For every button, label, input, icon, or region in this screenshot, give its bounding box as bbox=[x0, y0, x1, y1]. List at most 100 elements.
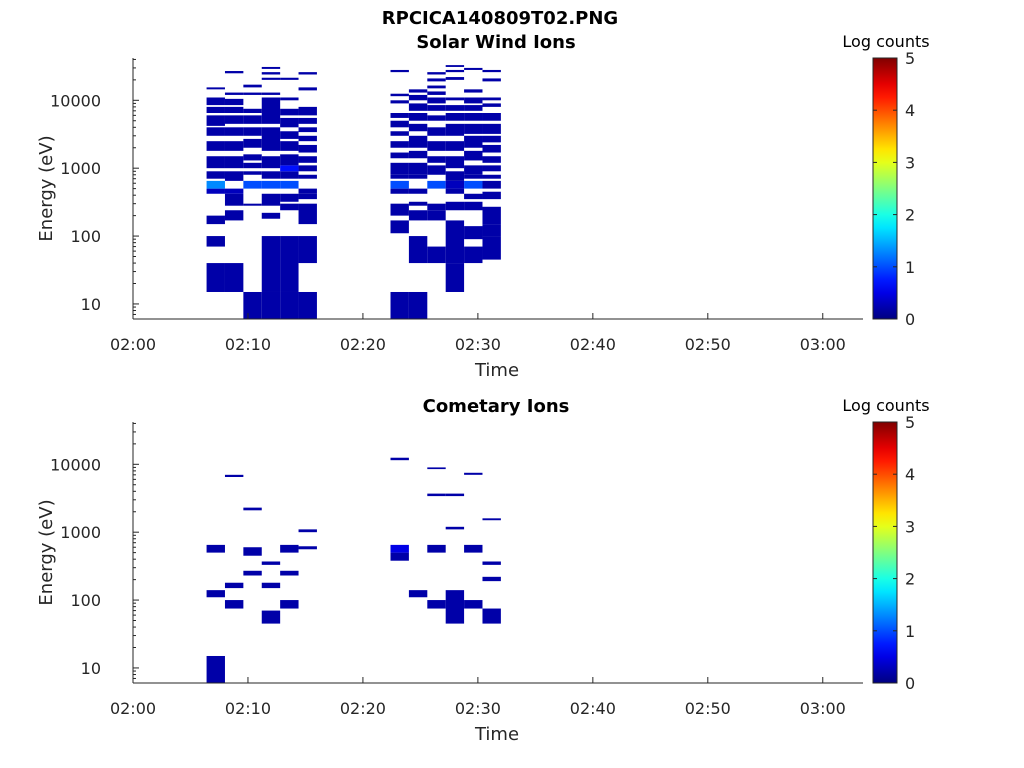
heatmap-cell bbox=[482, 518, 501, 521]
heatmap-cell bbox=[280, 600, 299, 609]
heatmap-cell bbox=[445, 201, 465, 211]
heatmap-cells bbox=[206, 457, 501, 683]
heatmap-cell bbox=[464, 544, 483, 553]
heatmap-cell bbox=[408, 123, 428, 132]
heatmap-cell bbox=[298, 291, 317, 319]
heatmap-cell bbox=[224, 141, 244, 151]
y-tick-label: 1000 bbox=[60, 523, 101, 542]
heatmap-cell bbox=[298, 174, 317, 179]
colorbar-tick-label: 5 bbox=[905, 49, 915, 68]
heatmap-cell bbox=[482, 113, 501, 121]
heatmap-cell bbox=[298, 529, 317, 533]
heatmap-cell bbox=[390, 120, 409, 128]
heatmap-cell bbox=[464, 226, 483, 240]
heatmap-cell bbox=[224, 115, 244, 124]
heatmap-cell bbox=[390, 152, 409, 159]
x-axis-label: Time bbox=[474, 360, 519, 381]
heatmap-cell bbox=[298, 106, 317, 116]
heatmap-cell bbox=[390, 100, 409, 104]
heatmap-cell bbox=[408, 291, 428, 319]
heatmap-cell bbox=[464, 105, 483, 111]
x-tick-label: 02:10 bbox=[225, 699, 271, 718]
heatmap-cell bbox=[427, 600, 446, 609]
heatmap-cell bbox=[482, 174, 501, 179]
heatmap-cell bbox=[280, 154, 299, 166]
heatmap-cell bbox=[298, 193, 317, 200]
colorbar-tick-label: 0 bbox=[905, 674, 915, 693]
heatmap-cell bbox=[408, 210, 428, 221]
heatmap-cell bbox=[261, 156, 281, 169]
heatmap-cell bbox=[482, 224, 501, 237]
heatmap-cell bbox=[280, 180, 299, 189]
heatmap-cell bbox=[224, 106, 244, 114]
colorbar-tick-label: 1 bbox=[905, 258, 915, 277]
heatmap-cell bbox=[243, 162, 262, 169]
heatmap-cell bbox=[243, 203, 262, 206]
heatmap-cell bbox=[390, 552, 409, 561]
colorbar-tick-label: 4 bbox=[905, 465, 915, 484]
heatmap-cell bbox=[482, 144, 501, 153]
y-tick-label: 1000 bbox=[60, 159, 101, 178]
heatmap-cell bbox=[206, 263, 225, 292]
heatmap-cell bbox=[298, 188, 317, 194]
heatmap-cell bbox=[445, 123, 465, 136]
heatmap-cell bbox=[427, 115, 446, 121]
heatmap-cell bbox=[482, 191, 501, 200]
heatmap-cell bbox=[427, 91, 446, 95]
heatmap-cell bbox=[206, 115, 225, 126]
heatmap-cell bbox=[427, 105, 446, 111]
heatmap-cell bbox=[445, 590, 465, 624]
heatmap-cell bbox=[427, 165, 446, 175]
heatmap-cell bbox=[445, 141, 465, 151]
y-tick-label: 10 bbox=[81, 295, 101, 314]
heatmap-cell bbox=[261, 610, 281, 624]
heatmap-cell bbox=[261, 291, 281, 319]
colorbar-tick-label: 1 bbox=[905, 622, 915, 641]
heatmap-cell bbox=[206, 106, 225, 114]
heatmap-cell bbox=[280, 141, 299, 151]
heatmap-cell bbox=[427, 127, 446, 136]
heatmap-cell bbox=[206, 236, 225, 247]
heatmap-cell bbox=[261, 561, 281, 565]
heatmap-cell bbox=[243, 570, 262, 576]
heatmap-cell bbox=[280, 171, 299, 179]
heatmap-cell bbox=[261, 171, 281, 179]
heatmap-cell bbox=[464, 472, 483, 475]
heatmap-cell bbox=[408, 89, 428, 93]
heatmap-cell bbox=[390, 188, 409, 194]
heatmap-cell bbox=[445, 493, 465, 497]
heatmap-cell bbox=[408, 590, 428, 598]
heatmap-cell bbox=[445, 526, 465, 530]
heatmap-cell bbox=[408, 174, 428, 179]
heatmap-cell bbox=[464, 135, 483, 148]
heatmap-cell bbox=[224, 188, 244, 194]
heatmap-cell bbox=[482, 78, 501, 82]
heatmap-cell bbox=[243, 154, 262, 161]
heatmap-cell bbox=[243, 180, 262, 189]
heatmap-cell bbox=[464, 174, 483, 179]
heatmap-cell bbox=[206, 87, 225, 90]
heatmap-cell bbox=[464, 201, 483, 211]
x-tick-label: 02:50 bbox=[685, 699, 731, 718]
x-tick-label: 03:00 bbox=[800, 699, 846, 718]
heatmap-cell bbox=[390, 113, 409, 118]
colorbar bbox=[872, 57, 898, 320]
heatmap-cell bbox=[445, 77, 465, 80]
heatmap-cell bbox=[464, 180, 483, 189]
heatmap-cell bbox=[408, 201, 428, 206]
x-tick-label: 02:20 bbox=[340, 335, 386, 354]
heatmap-cell bbox=[482, 576, 501, 582]
y-axis-label: Energy (eV) bbox=[36, 135, 57, 241]
heatmap-cell bbox=[298, 117, 317, 124]
heatmap-cell bbox=[390, 141, 409, 148]
heatmap-cell bbox=[261, 582, 281, 589]
x-tick-label: 02:00 bbox=[110, 699, 156, 718]
heatmap-cell bbox=[427, 141, 446, 151]
heatmap-cell bbox=[280, 97, 299, 101]
heatmap-cell bbox=[445, 180, 465, 189]
heatmap-cell bbox=[243, 507, 262, 511]
y-axis-label: Energy (eV) bbox=[36, 499, 57, 605]
x-tick-label: 03:00 bbox=[800, 335, 846, 354]
heatmap-cells bbox=[206, 65, 501, 319]
heatmap-cell bbox=[298, 127, 317, 133]
